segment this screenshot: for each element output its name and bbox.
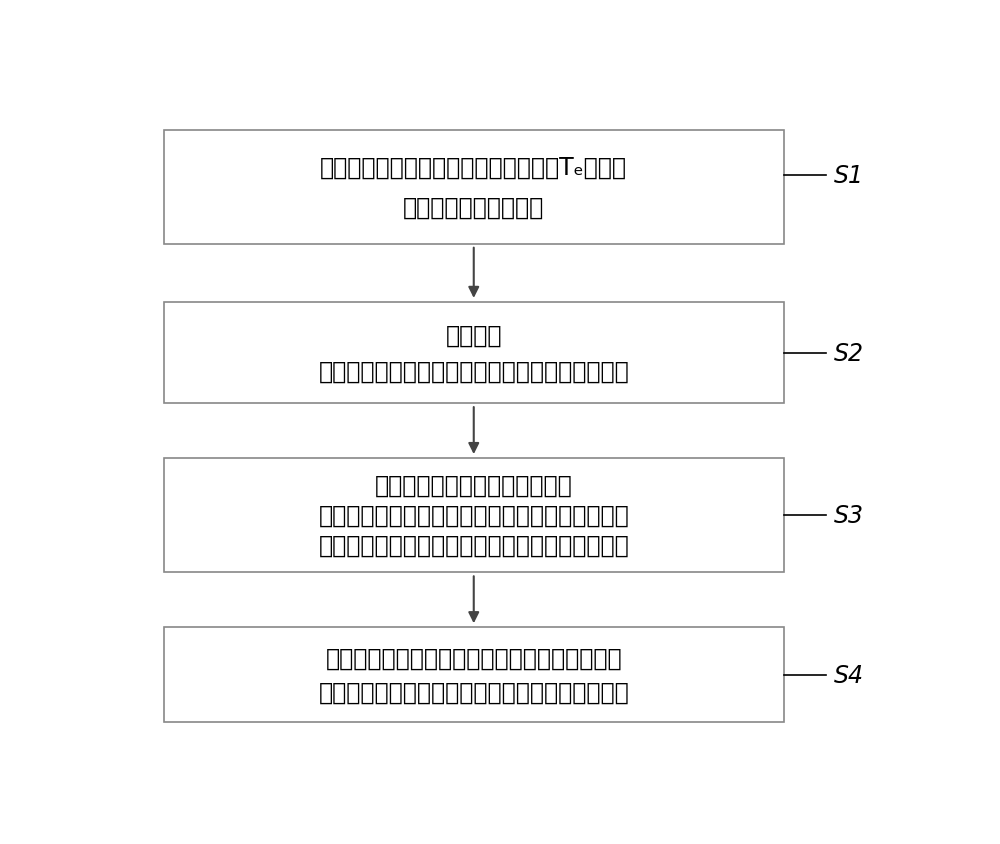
- Text: 建立发热元器件的紧凑: 建立发热元器件的紧凑: [403, 196, 544, 219]
- Bar: [164, 131, 784, 244]
- Text: 输特性，并基于仿真数据，提取热电耦合参数网络: 输特性，并基于仿真数据，提取热电耦合参数网络: [318, 504, 629, 528]
- Bar: [164, 628, 784, 722]
- Text: S1: S1: [834, 164, 864, 188]
- Bar: [164, 303, 784, 403]
- Text: 根据芯片封装环境和版图布局，搭建芯片热电耦合: 根据芯片封装环境和版图布局，搭建芯片热电耦合: [318, 359, 629, 383]
- Text: 采用热仿真软件模拟芯片在不同功耗条件下的热传: 采用热仿真软件模拟芯片在不同功耗条件下的热传: [318, 533, 629, 558]
- Bar: [164, 459, 784, 572]
- Text: S3: S3: [834, 504, 864, 528]
- Text: S4: S4: [834, 663, 864, 687]
- Text: 中各个参数值随温度的变化关系: 中各个参数值随温度的变化关系: [375, 473, 573, 498]
- Text: 将器件的紧凑型模型和热电耦合参数网络按照端口: 将器件的紧凑型模型和热电耦合参数网络按照端口: [318, 679, 629, 704]
- Text: 型模型，包含模型参数与器件工作温度Tₑ的关系: 型模型，包含模型参数与器件工作温度Tₑ的关系: [320, 155, 627, 179]
- Text: 对应关系进行连接，得到晶体管的热电耦合模型: 对应关系进行连接，得到晶体管的热电耦合模型: [325, 646, 622, 670]
- Text: S2: S2: [834, 341, 864, 365]
- Text: 参数网络: 参数网络: [446, 323, 502, 347]
